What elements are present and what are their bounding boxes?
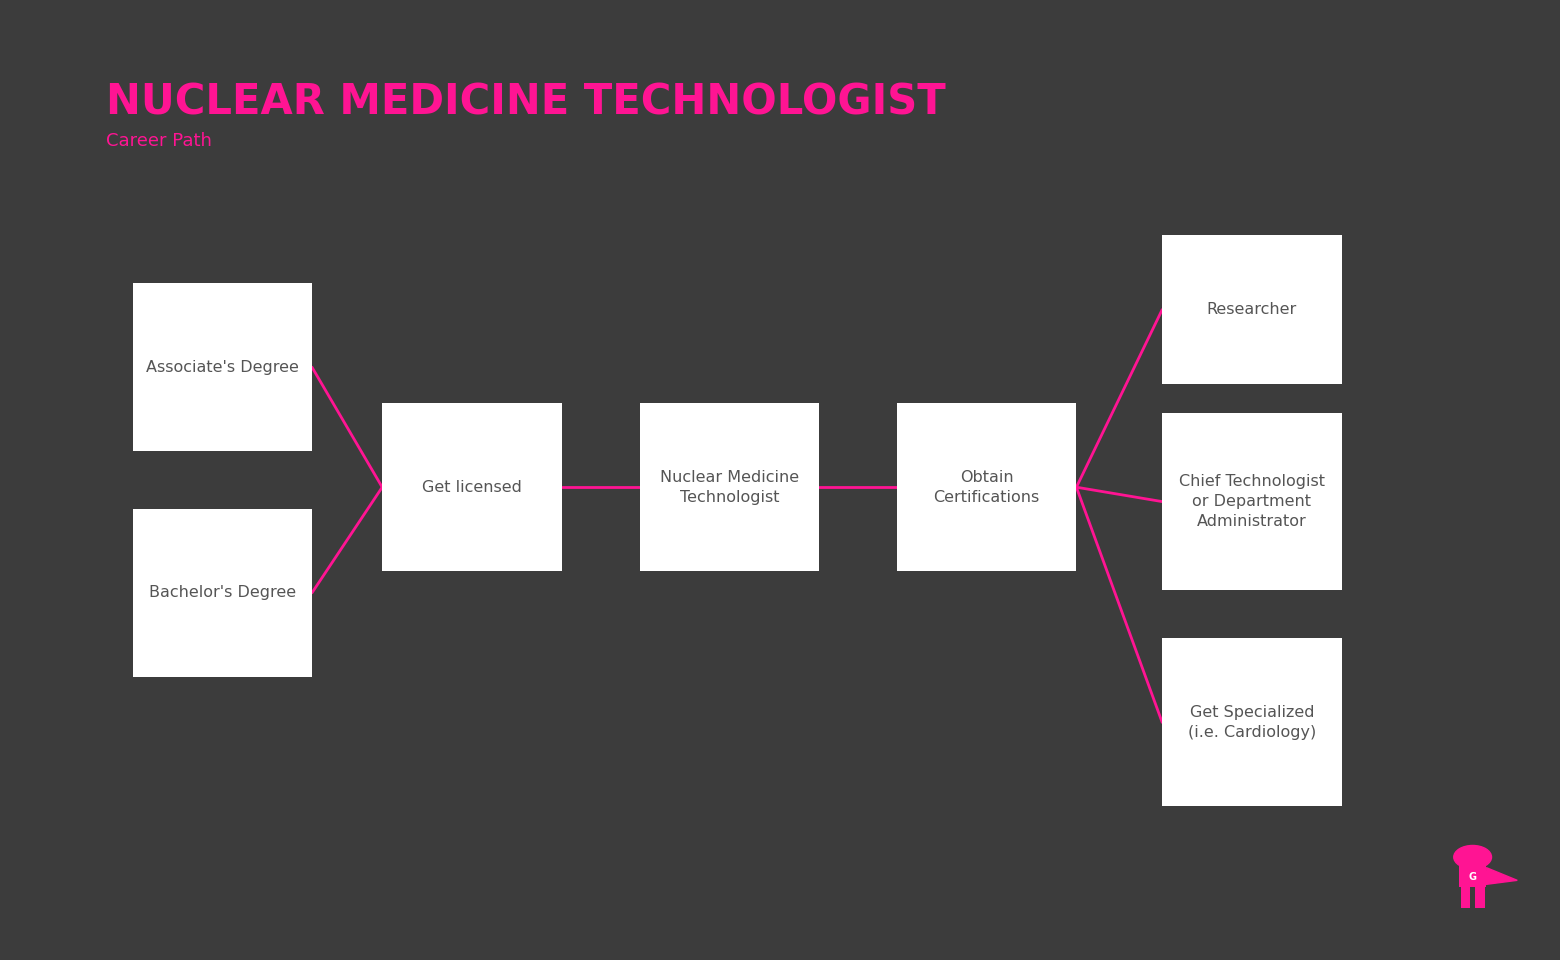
Text: Obtain
Certifications: Obtain Certifications (933, 469, 1041, 505)
FancyBboxPatch shape (1162, 638, 1342, 806)
FancyBboxPatch shape (640, 403, 819, 571)
Text: Bachelor's Degree: Bachelor's Degree (148, 586, 296, 600)
FancyBboxPatch shape (1162, 413, 1342, 590)
Text: G: G (1468, 872, 1477, 882)
Text: NUCLEAR MEDICINE TECHNOLOGIST: NUCLEAR MEDICINE TECHNOLOGIST (106, 82, 945, 124)
Text: Researcher: Researcher (1207, 302, 1296, 317)
Text: Chief Technologist
or Department
Administrator: Chief Technologist or Department Adminis… (1179, 474, 1324, 529)
FancyBboxPatch shape (897, 403, 1076, 571)
FancyBboxPatch shape (1460, 887, 1470, 908)
FancyBboxPatch shape (1476, 887, 1485, 908)
FancyBboxPatch shape (133, 509, 312, 677)
Text: Get licensed: Get licensed (421, 480, 523, 494)
Circle shape (1454, 846, 1491, 869)
FancyBboxPatch shape (382, 403, 562, 571)
Text: Nuclear Medicine
Technologist: Nuclear Medicine Technologist (660, 469, 799, 505)
FancyBboxPatch shape (1459, 863, 1487, 887)
Polygon shape (1485, 868, 1518, 884)
FancyBboxPatch shape (133, 283, 312, 451)
Text: Associate's Degree: Associate's Degree (147, 360, 298, 374)
FancyBboxPatch shape (1162, 235, 1342, 384)
Text: Get Specialized
(i.e. Cardiology): Get Specialized (i.e. Cardiology) (1187, 705, 1317, 740)
Text: Career Path: Career Path (106, 132, 212, 151)
